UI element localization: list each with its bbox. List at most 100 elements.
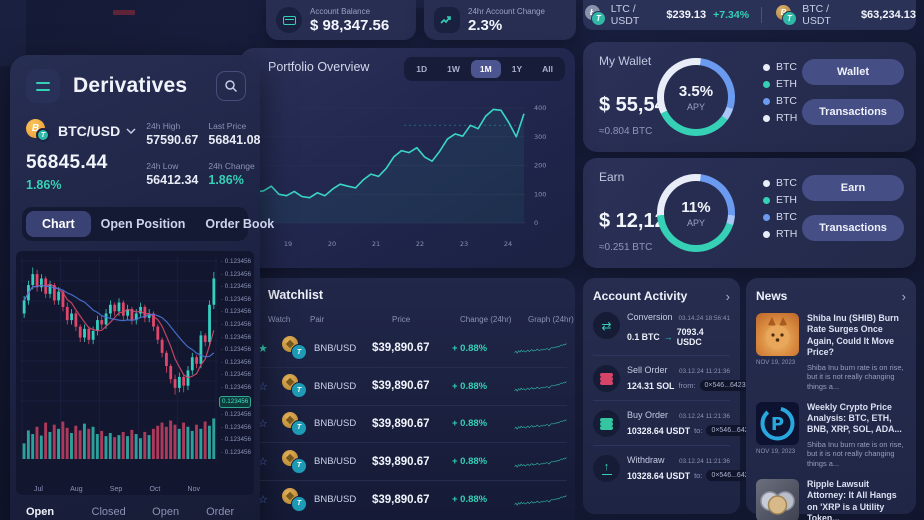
address-chip[interactable]: 0×546...6423 <box>699 380 751 391</box>
address-chip[interactable]: 0×546...6423 <box>706 425 758 436</box>
ltc-usdt-coin-icon: ŁT <box>583 5 606 26</box>
watchlist-row[interactable]: ☆ T BNB/USD $39,890.67 + 0.88% <box>252 442 567 480</box>
wallet-title: My Wallet <box>599 54 652 68</box>
portfolio-line-chart: 400 300 200 100 0 19 20 21 22 23 24 <box>254 104 546 248</box>
address-chip[interactable]: 0×546...6423 <box>706 470 758 481</box>
watchlist-row[interactable]: ☆ T BNB/USD $39,890.67 + 0.88% <box>252 366 567 405</box>
stat-last-price: 56841.08 <box>208 133 261 147</box>
watchlist-row[interactable]: ☆ T BNB/USD $39,890.67 + 0.88% <box>252 480 567 518</box>
legend-label: BTC <box>776 177 797 189</box>
tab-open-positions[interactable]: Open Positions <box>26 506 55 518</box>
star-icon[interactable]: ☆ <box>258 456 268 469</box>
time-tick: Oct <box>149 486 161 493</box>
bnb-usd-coin-icon: T <box>276 374 314 399</box>
account-balance-label: Account Balance <box>310 6 371 16</box>
chevron-right-icon[interactable]: › <box>725 288 730 304</box>
news-item[interactable]: P NOV 19, 2023 Weekly Crypto Price Analy… <box>756 401 906 469</box>
tab-closed-positions[interactable]: Closed Positions <box>91 506 126 518</box>
tab-order-book[interactable]: Order Book <box>205 217 275 231</box>
activity-item-withdraw[interactable]: ↑ Withdraw 03.12.24 11:21:36 10328.64 US… <box>593 446 758 490</box>
stat-24h-low: 56412.34 <box>146 173 199 187</box>
tab-order-history[interactable]: Order History <box>206 506 235 518</box>
activity-item-buy-order[interactable]: Buy Order 03.12.24 11:21:36 10328.64 USD… <box>593 401 758 446</box>
star-icon[interactable]: ☆ <box>258 380 268 393</box>
positions-tabs: Open Positions Closed Positions Open Ord… <box>26 505 244 520</box>
news-card: News › NOV 19, 2023 Shiba Inu (SHIB) Bur… <box>746 278 916 520</box>
range-1w-button[interactable]: 1W <box>447 64 460 74</box>
news-headline: Ripple Lawsuit Attorney: It All Hangs on… <box>807 478 897 520</box>
divider <box>761 7 762 23</box>
svg-text:22: 22 <box>416 240 424 248</box>
sparkline-chart <box>514 494 567 506</box>
transactions-button[interactable]: Transactions <box>802 99 904 125</box>
earn-button[interactable]: Earn <box>802 175 904 201</box>
news-item[interactable]: NOV 19, 2023 Ripple Lawsuit Attorney: It… <box>756 478 906 520</box>
ticker-btc-usdt[interactable]: BT BTC / USDT $63,234.13 <box>774 3 916 27</box>
sell-order-icon <box>593 365 620 392</box>
tab-open-orders[interactable]: Open Orders <box>152 506 180 518</box>
activity-title: Account Activity <box>593 289 688 303</box>
range-1y-button[interactable]: 1Y <box>511 64 523 74</box>
my-wallet-card: My Wallet $ 55,542 ≈0.804 BTC 3.5% APY B… <box>583 42 916 152</box>
account-change-value: 2.3% <box>468 16 503 34</box>
activity-item-sell-order[interactable]: Sell Order 03.12.24 11:21:36 124.31 SOL … <box>593 356 751 401</box>
transactions-button[interactable]: Transactions <box>802 215 904 241</box>
pair-price: $39,890.67 <box>372 380 430 393</box>
tab-open-position[interactable]: Open Position <box>100 217 186 231</box>
chevron-right-icon[interactable]: › <box>901 288 906 304</box>
range-all-button[interactable]: All <box>542 64 553 74</box>
svg-text:20: 20 <box>328 240 336 248</box>
price-tick: · 0.123456 <box>220 333 251 341</box>
earn-legend: BTC ETH BTC RTH <box>763 177 797 240</box>
svg-text:0: 0 <box>534 219 538 227</box>
stat-label: 24h High <box>146 121 181 131</box>
star-icon[interactable]: ★ <box>258 342 268 355</box>
xrp-news-image <box>756 478 799 520</box>
col-watch: Watch <box>268 315 291 324</box>
withdraw-icon: ↑ <box>593 455 620 482</box>
legend-label: BTC <box>776 211 797 223</box>
range-1m-button[interactable]: 1M <box>470 60 501 78</box>
pair-change: + 0.88% <box>452 418 488 430</box>
activity-type: Sell Order <box>627 365 668 375</box>
watchlist-row[interactable]: ★ T BNB/USD $39,890.67 + 0.88% <box>252 330 567 367</box>
bnb-usd-coin-icon: T <box>276 336 314 361</box>
watchlist-title: Watchlist <box>268 288 324 302</box>
pair-change: + 0.88% <box>452 380 488 392</box>
menu-icon[interactable] <box>26 69 60 103</box>
watchlist-row[interactable]: ☆ T BNB/USD $39,890.67 + 0.88% <box>252 404 567 443</box>
ticker-ltc-usdt[interactable]: ŁT LTC / USDT $239.13 +7.34% <box>583 3 749 27</box>
watchlist-rows: ★ T BNB/USD $39,890.67 + 0.88% ☆ T BNB/U… <box>252 330 567 518</box>
activity-item-conversion[interactable]: ⇄ Conversion 03.14.24 18:56:41 0.1 BTC →… <box>593 303 730 356</box>
view-tabs: Chart Open Position Order Book <box>22 207 274 241</box>
search-icon[interactable] <box>216 71 246 101</box>
bnb-usd-coin-icon: T <box>276 449 314 474</box>
svg-text:200: 200 <box>534 162 546 170</box>
ticker-price: $239.13 <box>666 9 707 21</box>
candlestick-chart[interactable]: · 0.123456 · 0.123456 · 0.123456 · 0.123456… <box>16 251 254 495</box>
star-icon[interactable]: ☆ <box>258 418 268 431</box>
svg-text:P: P <box>771 414 784 435</box>
price-tick: · 0.123456 <box>220 283 251 291</box>
wallet-apy-label: APY <box>686 101 705 112</box>
wallet-button[interactable]: Wallet <box>802 59 904 85</box>
pair-label: BNB/USD <box>314 456 357 468</box>
star-icon[interactable]: ☆ <box>258 494 268 507</box>
earn-btc-equivalent: ≈0.251 BTC <box>599 242 653 253</box>
stat-24h-change: 1.86% <box>208 173 244 187</box>
news-item[interactable]: NOV 19, 2023 Shiba Inu (SHIB) Burn Rate … <box>756 313 906 392</box>
background-shape <box>113 10 135 15</box>
range-1d-button[interactable]: 1D <box>416 64 428 74</box>
tab-chart[interactable]: Chart <box>26 211 91 237</box>
stat-label: 24h Change <box>208 161 255 171</box>
time-range-selector: 1D 1W 1M 1Y All <box>404 57 565 81</box>
sparkline-chart <box>514 343 567 355</box>
legend-label: BTC <box>776 61 797 73</box>
wallet-apy-donut: 3.5% APY <box>657 58 735 136</box>
earn-card: Earn $ 12,121 ≈0.251 BTC 11% APY BTC ETH… <box>583 158 916 268</box>
chevron-down-icon[interactable] <box>126 128 136 134</box>
portfolio-title: Portfolio Overview <box>268 60 370 74</box>
legend-dot <box>763 213 770 221</box>
